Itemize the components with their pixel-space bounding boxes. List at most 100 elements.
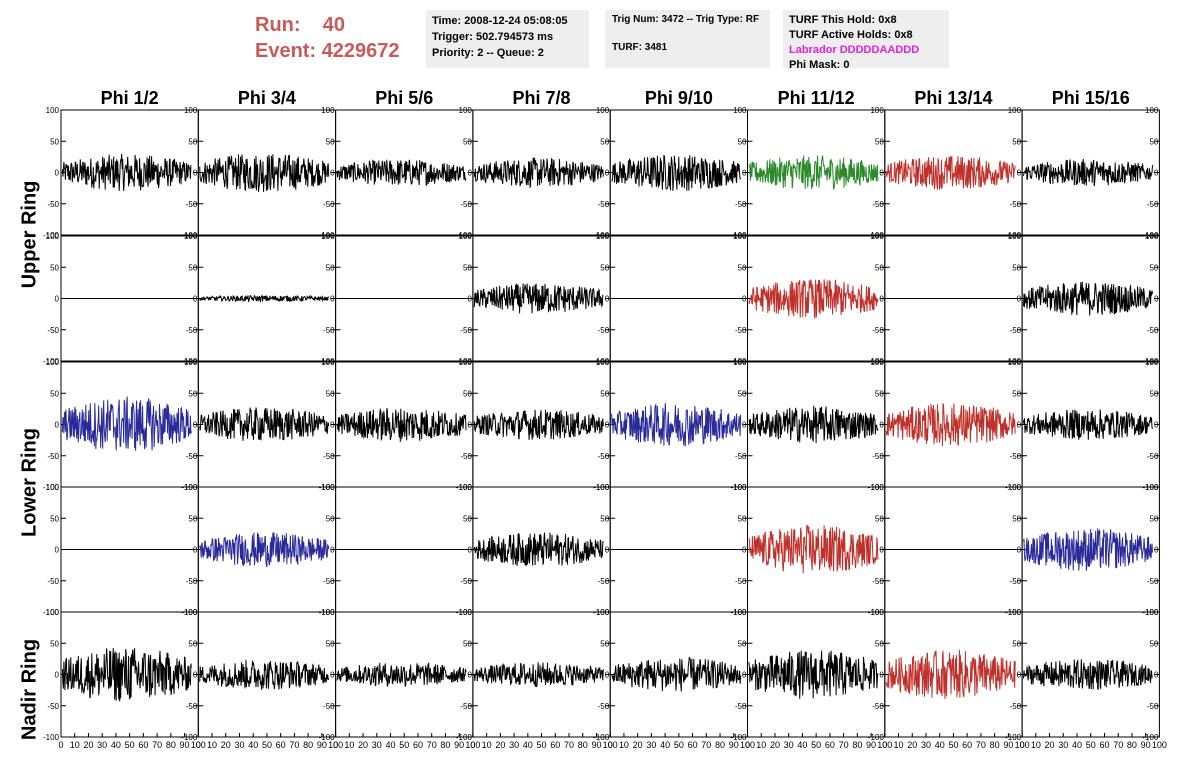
x-tick-label: 80 [440, 740, 450, 750]
y-tick-label: -100 [43, 483, 60, 492]
event-value: 4229672 [321, 40, 400, 62]
waveform-trace [473, 282, 604, 314]
x-tick-label: 40 [935, 740, 945, 750]
y-tick-label-right: 100 [1008, 358, 1022, 367]
y-tick-label-right: 0 [742, 169, 747, 178]
x-tick-label: 20 [83, 740, 93, 750]
x-tick-label: 0 [745, 740, 750, 750]
waveform-trace [61, 648, 192, 702]
run-value: 40 [322, 14, 346, 36]
y-tick-label-right: 50 [600, 137, 609, 146]
x-tick-label: 80 [303, 740, 313, 750]
y-tick-label-right: -50 [1010, 326, 1022, 335]
y-tick-label-right: -50 [1010, 577, 1022, 586]
x-tick-label: 30 [921, 740, 931, 750]
x-tick-label: 0 [470, 740, 475, 750]
x-tick-label: 90 [591, 740, 601, 750]
y-tick-label-right: 50 [326, 639, 335, 648]
run-event-block: Run: 40 Event: 4229672 [255, 12, 400, 64]
y-tick-label-right: 50 [326, 389, 335, 398]
y-tick-label-right: 50 [600, 639, 609, 648]
x-tick-label: 80 [852, 740, 862, 750]
waveform-trace [748, 650, 879, 699]
y-tick-label-right: 50 [875, 514, 884, 523]
y-tick-label-right: 0 [193, 169, 198, 178]
x-tick-label: 0 [196, 740, 201, 750]
waveform-trace [1023, 281, 1153, 316]
y-tick-label-right: 50 [1012, 389, 1021, 398]
y-tick-label-right: -50 [1010, 702, 1022, 711]
y-tick-label-right: 50 [1149, 639, 1158, 648]
y-tick-label-right: 100 [459, 106, 473, 115]
y-tick-label-right: -100 [319, 733, 336, 742]
y-tick-label-right: -100 [1142, 733, 1159, 742]
x-tick-label: 100 [603, 740, 618, 750]
y-tick-label-right: -50 [872, 452, 884, 461]
y-tick-label-right: -100 [456, 733, 473, 742]
waveform-trace [473, 409, 604, 440]
waveform-trace [199, 407, 330, 441]
y-tick-label-right: 100 [1145, 232, 1159, 241]
y-tick-label-right: 50 [1012, 137, 1021, 146]
y-tick-label-right: 50 [463, 137, 472, 146]
x-tick-label: 0 [333, 740, 338, 750]
waveform-trace [748, 405, 879, 444]
y-tick-label-right: -50 [1010, 452, 1022, 461]
x-tick-label: 40 [386, 740, 396, 750]
x-tick-label: 60 [688, 740, 698, 750]
y-tick-label: 100 [46, 232, 60, 241]
waveform-trace [199, 532, 330, 568]
y-tick-label-right: -100 [730, 733, 747, 742]
x-tick-label: 20 [1045, 740, 1055, 750]
y-tick-label-right: 100 [870, 232, 884, 241]
y-tick-label-right: -50 [598, 326, 610, 335]
waveform-trace [885, 649, 1016, 700]
y-tick-label-right: -50 [1147, 702, 1159, 711]
x-tick-label: 30 [97, 740, 107, 750]
y-tick-label-right: 100 [733, 232, 747, 241]
y-tick-label-right: 50 [1012, 514, 1021, 523]
y-tick-label-right: -50 [872, 702, 884, 711]
y-tick-label-right: -50 [872, 326, 884, 335]
y-tick-label-right: 100 [184, 483, 198, 492]
x-tick-label: 50 [537, 740, 547, 750]
y-tick-label-right: 50 [1012, 263, 1021, 272]
y-tick-label-right: -50 [872, 200, 884, 209]
y-tick-label-right: 50 [188, 639, 197, 648]
x-tick-label: 40 [523, 740, 533, 750]
x-tick-label: 70 [701, 740, 711, 750]
x-tick-label: 70 [564, 740, 574, 750]
x-tick-label: 90 [729, 740, 739, 750]
x-tick-label: 50 [811, 740, 821, 750]
waveform-trace [885, 155, 1016, 190]
x-tick-label: 20 [221, 740, 231, 750]
waveform-trace [336, 159, 467, 186]
x-tick-label: 80 [578, 740, 588, 750]
y-tick-label-right: 50 [738, 389, 747, 398]
y-tick-label-right: 0 [1154, 169, 1159, 178]
y-tick-label-right: -50 [598, 452, 610, 461]
y-tick-label-right: 50 [188, 263, 197, 272]
y-tick-label: 50 [50, 263, 59, 272]
y-tick-label-right: 100 [733, 358, 747, 367]
y-tick-label-right: 100 [733, 608, 747, 617]
y-tick-label-right: -50 [735, 702, 747, 711]
x-tick-label: 10 [70, 740, 80, 750]
y-tick-label-right: 100 [321, 608, 335, 617]
y-tick-label-right: -50 [323, 326, 335, 335]
y-tick-label: -50 [47, 452, 59, 461]
y-tick-label-right: 50 [738, 263, 747, 272]
x-tick-label: 80 [990, 740, 1000, 750]
y-tick-label-right: 0 [1154, 546, 1159, 555]
y-tick-label-right: 50 [188, 514, 197, 523]
y-tick-label: 50 [50, 389, 59, 398]
x-tick-label: 10 [344, 740, 354, 750]
y-tick-label: 0 [55, 421, 60, 430]
y-tick-label-right: 100 [1145, 608, 1159, 617]
y-tick-label-right: -50 [323, 452, 335, 461]
y-tick-label-right: -100 [593, 733, 610, 742]
y-tick-label: 0 [55, 546, 60, 555]
y-tick-label-right: -100 [181, 733, 198, 742]
trig-num-text: Trig Num: 3472 -- Trig Type: RF [612, 14, 760, 25]
x-tick-label: 50 [399, 740, 409, 750]
